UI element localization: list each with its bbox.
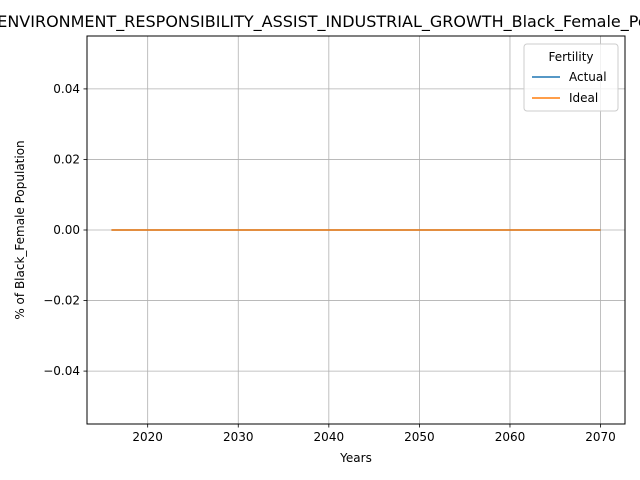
x-axis-label: Years: [339, 451, 372, 465]
x-tick-label: 2070: [585, 430, 616, 444]
y-tick-label: −0.02: [43, 294, 80, 308]
axis-ticks: 2020 2030 2040 2050 2060 2070 −0.04 −0.02 0.00 0.…: [43, 82, 616, 444]
y-tick-label: 0.00: [53, 223, 80, 237]
x-tick-label: 2020: [132, 430, 163, 444]
legend-title: Fertility: [548, 50, 593, 64]
x-tick-label: 2030: [223, 430, 254, 444]
legend-label-ideal: Ideal: [569, 91, 598, 105]
y-tick-label: 0.02: [53, 152, 80, 166]
chart-title: ENVIRONMENT_RESPONSIBILITY_ASSIST_INDUST…: [0, 12, 640, 32]
x-tick-label: 2050: [404, 430, 435, 444]
x-tick-label: 2060: [495, 430, 526, 444]
legend-label-actual: Actual: [569, 70, 607, 84]
legend-box: [523, 43, 619, 112]
y-axis-label: % of Black_Female Population: [13, 140, 27, 319]
y-tick-label: −0.04: [43, 364, 80, 378]
x-tick-label: 2040: [314, 430, 345, 444]
y-tick-label: 0.04: [53, 82, 80, 96]
legend: Fertility Actual Ideal: [523, 43, 619, 112]
